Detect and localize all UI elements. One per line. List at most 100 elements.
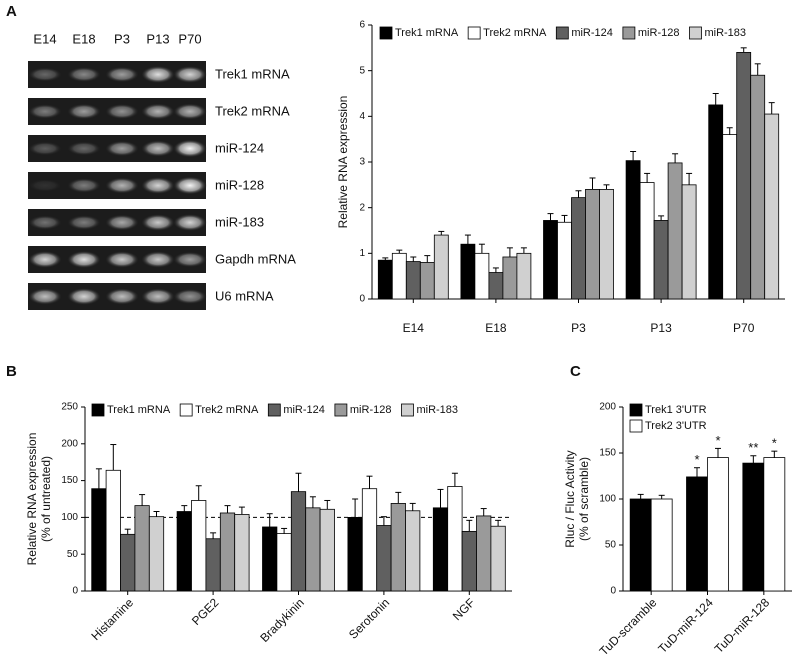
x-tick-label: P70	[733, 321, 755, 335]
bar	[376, 525, 392, 592]
bar	[763, 457, 786, 592]
bar	[639, 182, 655, 300]
bar	[305, 507, 321, 592]
gel-band	[67, 141, 101, 156]
panel-label: B	[6, 363, 17, 380]
bar	[390, 503, 406, 592]
y-tick-label: 0	[610, 586, 616, 597]
x-tick-label: TuD-miR-124	[655, 595, 716, 656]
legend-swatch	[401, 403, 414, 417]
x-tick-label: PGE2	[189, 595, 222, 628]
bar	[488, 272, 504, 300]
lane-label: P70	[178, 31, 201, 46]
legend-label: miR-124	[571, 27, 613, 39]
y-tick-label: 6	[359, 20, 365, 31]
bar	[474, 252, 490, 300]
bar	[502, 256, 518, 300]
gel-band	[105, 140, 139, 157]
gel-band	[28, 215, 62, 230]
legend-label: miR-183	[704, 27, 746, 39]
y-tick-label: 0	[72, 586, 78, 597]
bar	[234, 514, 250, 592]
bar	[290, 491, 307, 592]
y-tick-label: 100	[61, 512, 78, 523]
legend-swatch	[629, 403, 643, 417]
gel-band	[28, 67, 62, 82]
gel-band	[67, 103, 101, 120]
bar	[742, 462, 765, 592]
gel-band	[141, 176, 175, 195]
legend-label: miR-124	[283, 404, 325, 416]
gel-band	[67, 178, 101, 193]
legend-swatch	[334, 403, 348, 417]
legend-swatch	[622, 26, 636, 40]
bar	[653, 220, 669, 300]
bar	[599, 188, 614, 300]
x-tick-label: E14	[403, 321, 425, 335]
bar	[490, 525, 506, 592]
bar	[681, 184, 697, 300]
bar	[461, 530, 477, 592]
bar	[262, 526, 278, 592]
significance: *	[694, 452, 699, 467]
bar	[543, 220, 558, 300]
panel-label: A	[6, 3, 17, 20]
bar	[571, 197, 586, 300]
bar	[405, 261, 421, 300]
bar	[585, 188, 600, 300]
gel-band	[105, 214, 139, 231]
gel-band	[141, 288, 175, 305]
bar	[686, 476, 708, 592]
y-tick-label: 200	[599, 402, 616, 413]
y-tick-label: 4	[359, 111, 365, 122]
bar	[764, 113, 780, 300]
bar	[722, 134, 738, 300]
gel-band	[105, 251, 139, 268]
y-tick-label: 3	[359, 157, 365, 168]
gel-band	[141, 251, 175, 268]
legend-swatch	[689, 26, 702, 40]
lane-label: E18	[72, 31, 95, 46]
x-tick-label: TuD-scramble	[597, 595, 660, 658]
y-tick-label: 5	[359, 65, 365, 76]
bar	[276, 533, 292, 592]
bar	[707, 457, 729, 592]
legend-label: miR-128	[350, 404, 392, 416]
bar	[750, 74, 766, 300]
panel-label: C	[570, 363, 581, 380]
bar	[736, 52, 752, 300]
gel-band	[67, 215, 101, 230]
gel-band	[173, 65, 207, 84]
gel-band	[173, 251, 207, 268]
bar	[447, 486, 463, 592]
gel-band	[28, 104, 62, 119]
bar	[105, 469, 121, 592]
bar	[134, 505, 150, 592]
bar	[120, 533, 136, 592]
bar	[91, 488, 107, 592]
row-label: Gapdh mRNA	[215, 251, 296, 266]
gel-band	[105, 66, 139, 83]
y-tick-label: 150	[61, 475, 78, 486]
bar	[219, 512, 236, 592]
bar	[419, 262, 435, 300]
row-label: miR-124	[215, 140, 264, 155]
bar	[625, 160, 641, 300]
significance: *	[772, 436, 777, 451]
bar	[205, 538, 221, 592]
lane-label: E14	[33, 31, 56, 46]
legend-label: miR-128	[638, 27, 680, 39]
gel-band	[141, 140, 175, 157]
bar	[377, 259, 393, 300]
bar	[432, 507, 449, 592]
bar	[557, 221, 572, 300]
legend-label: Trek2 3'UTR	[645, 420, 707, 432]
bar	[405, 510, 421, 592]
gel-band	[173, 103, 207, 120]
gel-band	[28, 179, 62, 192]
legend-label: Trek1 3'UTR	[645, 404, 707, 416]
bar	[708, 104, 724, 300]
x-tick-label: P13	[650, 321, 672, 335]
row-label: U6 mRNA	[215, 288, 274, 303]
gel-band	[173, 176, 207, 195]
